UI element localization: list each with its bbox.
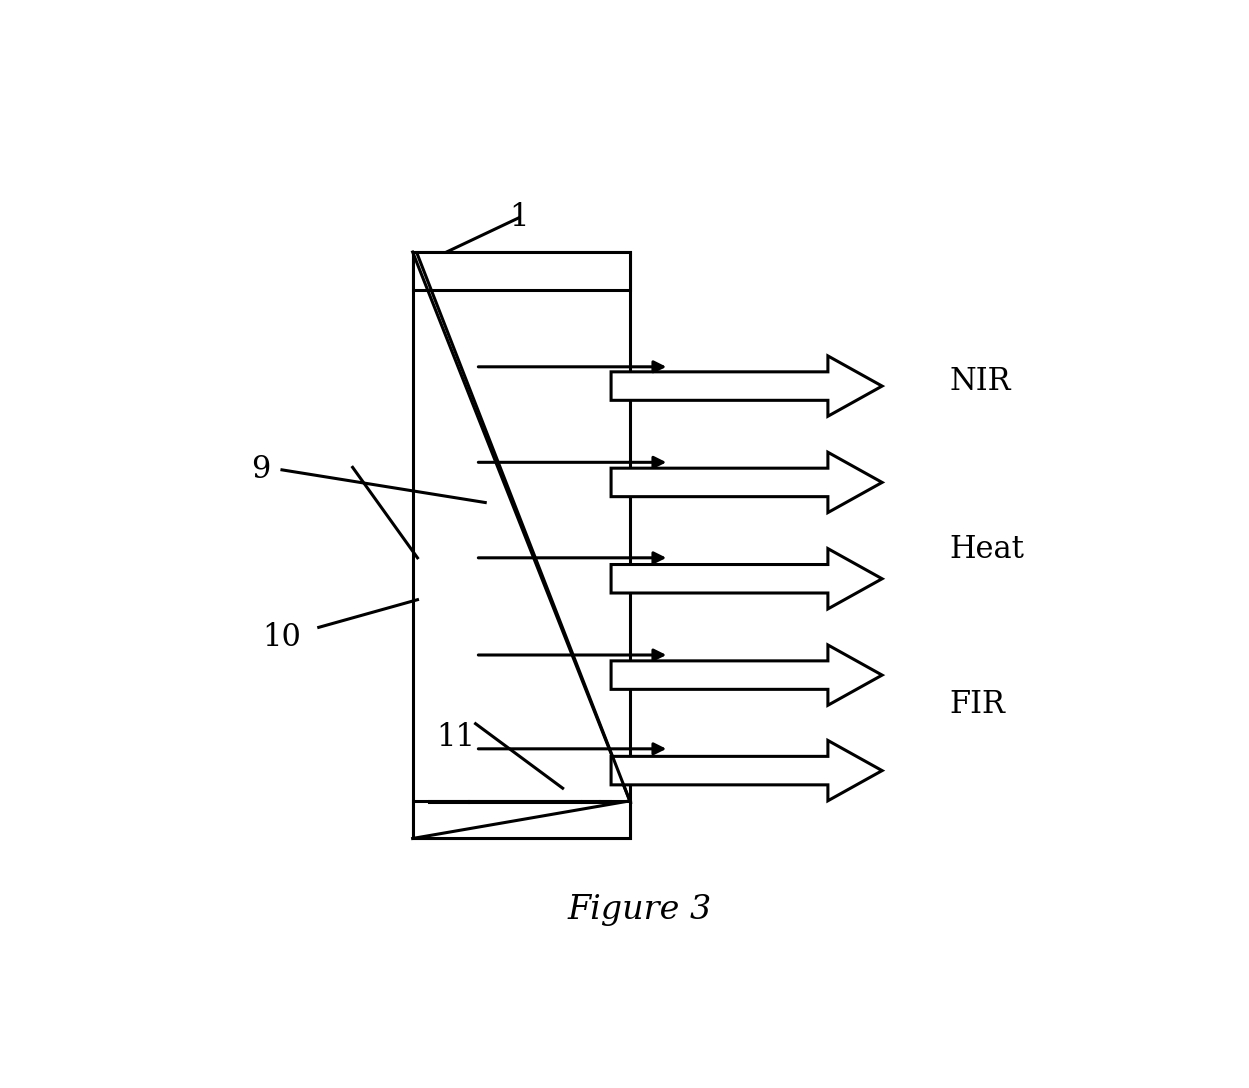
Text: 1: 1: [510, 202, 528, 233]
Text: NIR: NIR: [949, 367, 1012, 397]
Text: Heat: Heat: [949, 534, 1024, 565]
Text: 11: 11: [437, 721, 476, 753]
Bar: [412, 252, 631, 289]
Polygon shape: [611, 356, 882, 417]
Text: Figure 3: Figure 3: [568, 893, 712, 926]
Bar: [430, 801, 468, 803]
Polygon shape: [611, 645, 882, 705]
Text: FIR: FIR: [949, 689, 1005, 720]
Bar: [582, 801, 600, 803]
Polygon shape: [611, 453, 882, 512]
Bar: [412, 252, 631, 839]
Polygon shape: [611, 741, 882, 801]
Polygon shape: [611, 548, 882, 609]
Text: 9: 9: [251, 455, 270, 485]
Bar: [601, 801, 610, 803]
Bar: [468, 801, 580, 803]
Bar: [412, 801, 631, 839]
Text: 10: 10: [262, 622, 301, 653]
